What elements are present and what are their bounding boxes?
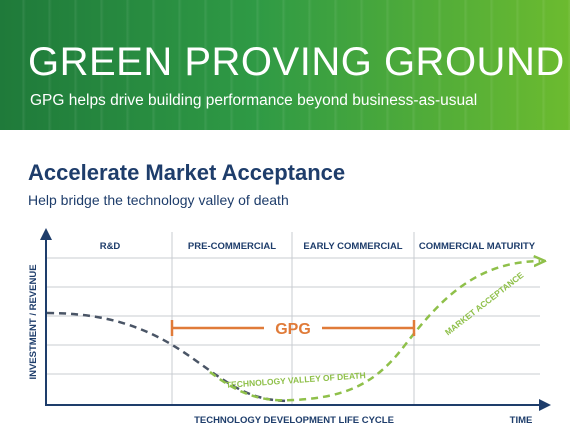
x-axis-label: TECHNOLOGY DEVELOPMENT LIFE CYCLE (194, 415, 394, 426)
phase-label-commercial-maturity: COMMERCIAL MATURITY (419, 241, 536, 252)
phase-label-early-commercial: EARLY COMMERCIAL (303, 241, 402, 252)
gpg-label: GPG (275, 321, 311, 338)
market-acceptance-label: MARKET ACCEPTANCE (443, 270, 526, 338)
section-subtitle: Help bridge the technology valley of dea… (28, 192, 289, 208)
chart-grid (46, 232, 540, 404)
valley-of-death-label: TECHNOLOGY VALLEY OF DEATH (226, 370, 366, 390)
section-title: Accelerate Market Acceptance (28, 160, 346, 185)
banner-background-texture (0, 0, 570, 130)
phase-label-rd: R&D (100, 241, 121, 252)
gpg-bracket (170, 320, 416, 336)
x-axis-end-label: TIME (510, 415, 533, 426)
header-banner: GREEN PROVING GROUND GPG helps drive bui… (0, 0, 570, 130)
banner-title: GREEN PROVING GROUND (28, 40, 565, 84)
y-axis-label: INVESTMENT / REVENUE (28, 264, 39, 379)
phase-label-pre-commercial: PRE-COMMERCIAL (188, 241, 276, 252)
banner-subtitle: GPG helps drive building performance bey… (30, 92, 478, 109)
market-acceptance-curve (209, 261, 540, 402)
